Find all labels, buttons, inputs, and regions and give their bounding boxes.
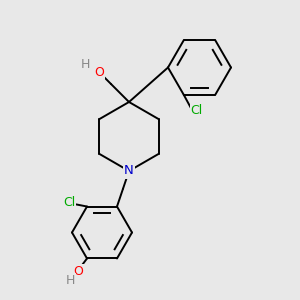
Text: O: O — [94, 66, 104, 79]
Text: O: O — [73, 266, 83, 278]
Text: N: N — [124, 164, 134, 178]
Text: Cl: Cl — [63, 196, 75, 208]
Text: H: H — [66, 274, 75, 287]
Text: Cl: Cl — [190, 104, 203, 118]
Text: H: H — [81, 58, 91, 71]
